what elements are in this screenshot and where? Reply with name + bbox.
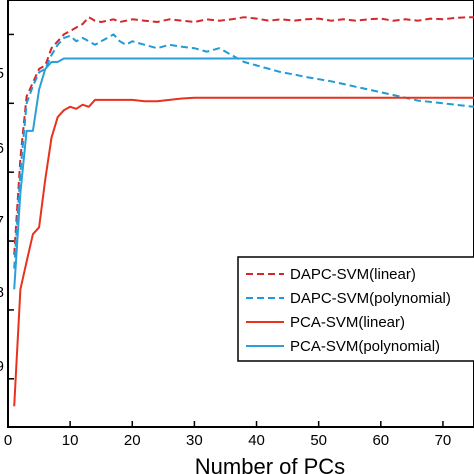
legend-label-4: PCA-SVM(polynomial): [290, 338, 440, 355]
y-tick-label: 5: [0, 65, 4, 82]
x-tick-label: 50: [310, 432, 327, 449]
x-tick-label: 30: [186, 432, 203, 449]
series-line-2: [13, 33, 474, 269]
x-tick-label: 70: [435, 432, 452, 449]
series-line-4: [13, 57, 474, 290]
x-axis-label: Number of PCs: [195, 454, 345, 474]
y-tick-label: 7: [0, 213, 4, 230]
legend-box: [237, 256, 474, 362]
series-line-1: [13, 16, 474, 255]
y-tick-label: 6: [0, 140, 4, 157]
x-tick-label: 60: [372, 432, 389, 449]
plot-frame: [7, 0, 474, 428]
x-tick-label: 20: [124, 432, 141, 449]
legend-label-1: DAPC-SVM(linear): [290, 266, 416, 283]
x-tick-label: 0: [4, 432, 12, 449]
y-tick-label: 9: [0, 358, 4, 375]
y-tick-label: 8: [0, 284, 4, 301]
x-tick-label: 40: [248, 432, 265, 449]
series-line-3: [13, 96, 474, 407]
legend-label-3: PCA-SVM(linear): [290, 314, 405, 331]
legend-label-2: DAPC-SVM(polynomial): [290, 290, 451, 307]
x-tick-label: 10: [62, 432, 79, 449]
